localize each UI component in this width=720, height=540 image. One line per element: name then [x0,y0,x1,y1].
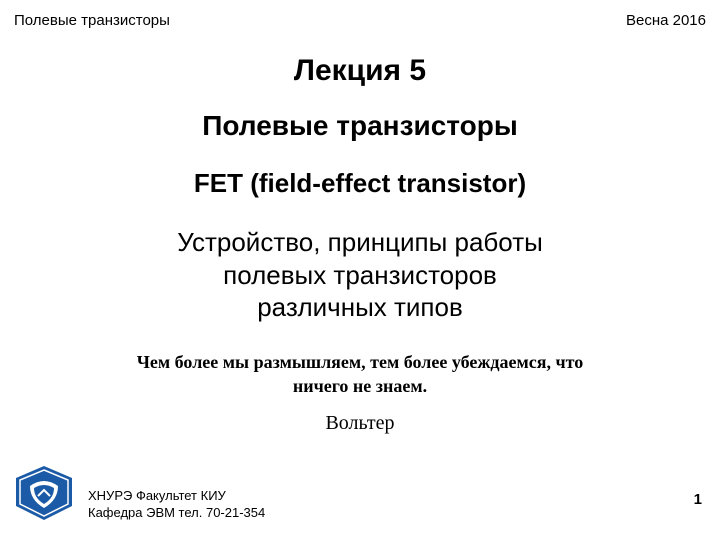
description-line: полевых транзисторов [0,259,720,292]
university-logo-icon [14,466,74,520]
footer-line: Кафедра ЭВМ тел. 70-21-354 [88,504,265,522]
description-line: различных типов [0,291,720,324]
header-left-text: Полевые транзисторы [14,12,170,29]
quote-line: Чем более мы размышляем, тем более убежд… [40,350,680,374]
description-line: Устройство, принципы работы [0,226,720,259]
title-subtitle: FET (field-effect transistor) [0,168,720,199]
quote-block: Чем более мы размышляем, тем более убежд… [0,350,720,399]
quote-author: Вольтер [0,412,720,435]
title-main: Полевые транзисторы [0,110,720,142]
page-number: 1 [694,491,702,508]
header-right-text: Весна 2016 [626,12,706,29]
quote-line: ничего не знаем. [40,374,680,398]
footer-line: ХНУРЭ Факультет КИУ [88,487,265,505]
description-block: Устройство, принципы работы полевых тран… [0,226,720,324]
lecture-number-heading: Лекция 5 [0,54,720,88]
footer-text-block: ХНУРЭ Факультет КИУ Кафедра ЭВМ тел. 70-… [88,487,265,522]
